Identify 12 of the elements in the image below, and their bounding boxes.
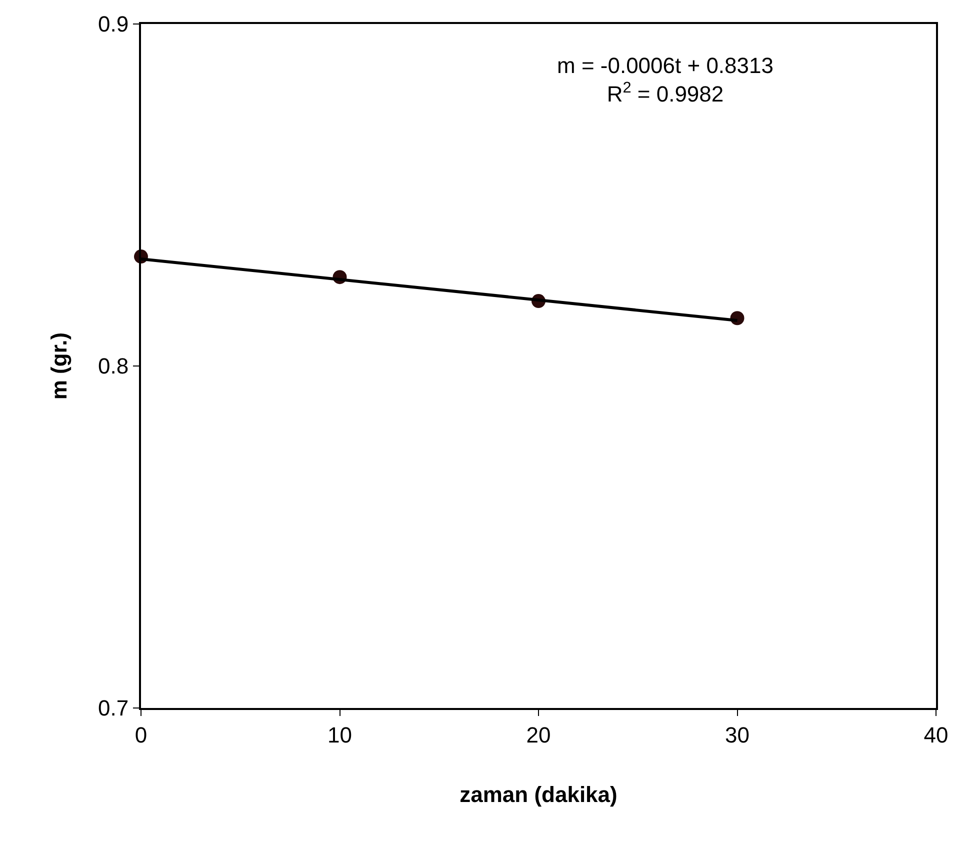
y-tick-label: 0.8 (98, 354, 129, 379)
y-tick-label: 0.9 (98, 12, 129, 37)
x-tick-label: 30 (725, 722, 750, 748)
x-tick-label: 0 (134, 722, 148, 748)
annotation: m = -0.0006t + 0.8313 (557, 53, 774, 78)
y-axis-title: m (gr.) (46, 332, 72, 400)
x-tick-label: 20 (526, 722, 551, 748)
x-tick-label: 10 (328, 722, 352, 748)
annotation: R$^{2}$ = 0.9982 (606, 79, 724, 107)
y-tick-label: 0.7 (98, 696, 129, 721)
x-axis-title: zaman (dakika) (460, 782, 618, 807)
x-tick-label: 40 (924, 722, 948, 748)
